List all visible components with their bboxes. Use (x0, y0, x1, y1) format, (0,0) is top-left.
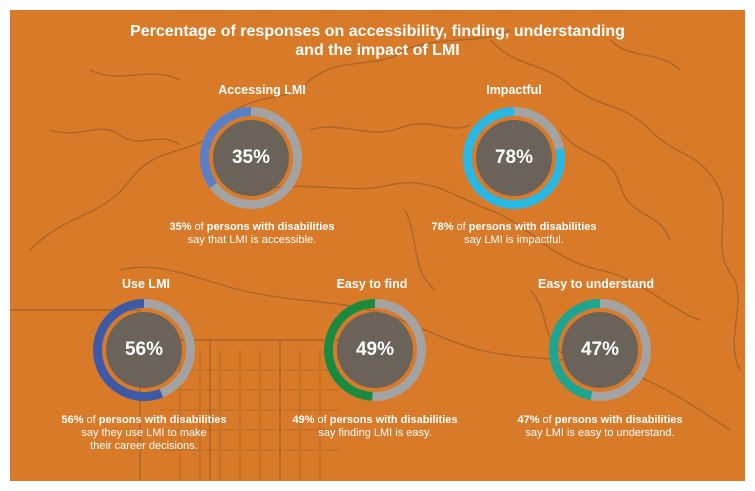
caption-use: 56% of persons with disabilities say the… (14, 414, 274, 453)
caption-group: persons with disabilities (206, 221, 335, 233)
donut-value-accessing: 35% (231, 147, 271, 168)
donut-label-accessing: Accessing LMI (218, 83, 306, 97)
donut-label-use: Use LMI (122, 277, 170, 291)
donut-value-arc (463, 107, 565, 209)
chart-title: Percentage of responses on accessibility… (130, 23, 625, 40)
caption-line2-impactful: say LMI is impactful. (464, 234, 564, 246)
donut-use: 56% (92, 298, 196, 402)
donut-value-impactful: 78% (494, 147, 534, 168)
caption-line2-understand: say LMI is easy to understand. (525, 427, 675, 439)
donut-value-arc (549, 299, 651, 401)
caption-group: persons with disabilities (554, 414, 683, 426)
caption-line1-impactful: 78% of persons with disabilities (384, 221, 644, 234)
caption-of: of (314, 414, 330, 426)
caption-pct: 35% (169, 221, 192, 233)
donut-label-understand: Easy to understand (538, 277, 654, 291)
caption-line1-use: 56% of persons with disabilities (14, 414, 274, 427)
donut-center (213, 120, 289, 196)
caption-line3-use: their career decisions. (90, 440, 198, 452)
caption-line1-find: 49% of persons with disabilities (245, 414, 505, 427)
caption-group: persons with disabilities (329, 414, 458, 426)
caption-pct: 78% (431, 221, 454, 233)
caption-impactful: 78% of persons with disabilities say LMI… (384, 221, 644, 247)
donut-impactful: 78% (462, 106, 566, 210)
caption-of: of (453, 221, 469, 233)
caption-of: of (83, 414, 99, 426)
donut-value-arc (93, 299, 195, 401)
donut-value-find: 49% (355, 339, 395, 360)
donut-value-understand: 47% (580, 339, 620, 360)
donut-center (562, 312, 638, 388)
donut-label-impactful: Impactful (486, 83, 542, 97)
caption-understand: 47% of persons with disabilities say LMI… (470, 414, 730, 440)
donut-value-use: 56% (124, 339, 164, 360)
caption-line1-accessing: 35% of persons with disabilities (122, 221, 382, 234)
chart-title-line2: and the impact of LMI (295, 42, 460, 59)
caption-group: persons with disabilities (98, 414, 227, 426)
caption-line2-use: say they use LMI to make (81, 427, 207, 439)
donut-find: 49% (323, 298, 427, 402)
caption-group: persons with disabilities (468, 221, 597, 233)
caption-pct: 49% (292, 414, 315, 426)
donut-accessing: 35% (199, 106, 303, 210)
caption-line2-accessing: say that LMI is accessible. (187, 234, 317, 246)
caption-find: 49% of persons with disabilities say fin… (245, 414, 505, 440)
donut-label-find: Easy to find (336, 277, 408, 291)
caption-pct: 56% (61, 414, 84, 426)
infographic-panel: Percentage of responses on accessibility… (10, 10, 745, 481)
caption-pct: 47% (517, 414, 540, 426)
caption-line1-understand: 47% of persons with disabilities (470, 414, 730, 427)
caption-line2-find: say finding LMI is easy. (318, 427, 432, 439)
donut-center (476, 120, 552, 196)
caption-of: of (539, 414, 555, 426)
donut-understand: 47% (548, 298, 652, 402)
donut-center (337, 312, 413, 388)
donut-value-arc (200, 107, 302, 209)
donut-value-arc (324, 299, 426, 401)
caption-of: of (191, 221, 207, 233)
donut-center (106, 312, 182, 388)
caption-accessing: 35% of persons with disabilities say tha… (122, 221, 382, 247)
